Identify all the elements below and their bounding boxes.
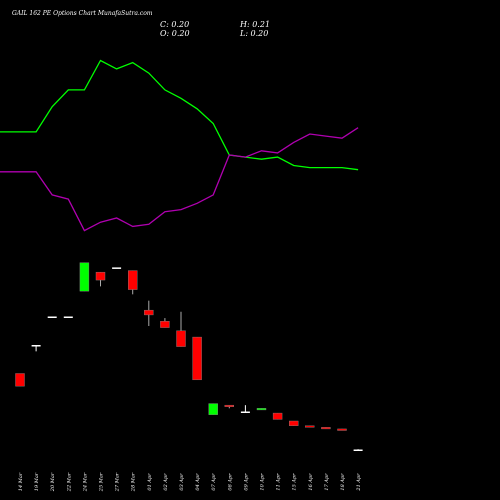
overlay-line-1: [0, 59, 359, 171]
low-readout: L: 0.20: [240, 29, 269, 38]
close-readout: C: 0.20: [160, 20, 190, 29]
candle-body: [15, 373, 25, 387]
overlay-line-2: [0, 127, 359, 232]
candle-body: [176, 330, 186, 347]
candle: [256, 408, 267, 411]
x-tick-label: 02 Apr: [163, 473, 169, 491]
candle: [31, 345, 41, 352]
x-tick-label: 20 Mar: [50, 472, 56, 492]
x-tick-label: 18 Apr: [340, 473, 346, 491]
candle-body: [353, 449, 363, 451]
candle: [321, 427, 331, 430]
candle: [47, 316, 57, 318]
x-tick-label: 17 Apr: [324, 473, 330, 491]
candle: [305, 425, 315, 428]
x-tick-label: 15 Apr: [292, 473, 298, 491]
candle: [224, 404, 235, 409]
x-tick-label: 22 Mar: [66, 472, 72, 492]
candle: [192, 336, 202, 381]
x-tick-label: 14 Mar: [18, 472, 24, 491]
x-tick-label: 03 Apr: [179, 473, 185, 491]
x-tick-label: 19 Mar: [34, 472, 40, 491]
candle: [95, 271, 106, 287]
x-tick-label: 01 Apr: [147, 473, 153, 491]
candle-body: [160, 321, 170, 328]
candle: [15, 373, 25, 387]
candle-body: [144, 309, 154, 316]
candle-body: [192, 336, 202, 381]
candle-body: [240, 411, 250, 413]
candle-body: [95, 271, 106, 281]
x-tick-label: 21 Apr: [356, 473, 362, 492]
x-tick-label: 16 Apr: [308, 473, 314, 491]
candle: [112, 267, 122, 269]
x-tick-label: 25 Mar: [99, 472, 105, 492]
candle: [353, 449, 363, 451]
candle: [127, 270, 138, 295]
chart-title: GAIL 162 PE Options Chart MunafaSutra.co…: [12, 10, 153, 17]
x-tick-label: 27 Mar: [115, 472, 121, 492]
candle-body: [79, 262, 90, 292]
candle: [272, 412, 283, 420]
candle-body: [208, 403, 218, 415]
x-tick-label: 10 Apr: [260, 473, 266, 491]
candle: [79, 262, 90, 292]
candle-body: [337, 428, 347, 431]
candle-body: [256, 408, 267, 411]
candle-body: [224, 404, 235, 407]
candle-body: [127, 270, 138, 290]
candle-body: [289, 420, 299, 426]
x-tick-label: 08 Apr: [227, 473, 233, 491]
candle-body: [47, 316, 57, 318]
candle-body: [63, 316, 73, 318]
candle: [144, 300, 154, 326]
open-readout: O: 0.20: [160, 29, 190, 38]
high-readout: H: 0.21: [240, 20, 271, 29]
candle: [176, 311, 186, 347]
x-tick-label: 28 Mar: [131, 472, 137, 492]
x-tick-label: 07 Apr: [211, 473, 217, 491]
candle: [337, 428, 347, 431]
candle: [208, 403, 218, 415]
x-tick-label: 04 Apr: [195, 473, 201, 491]
candle: [289, 420, 299, 426]
candle-body: [321, 427, 331, 430]
candle: [240, 405, 250, 413]
x-tick-label: 09 Apr: [243, 473, 249, 491]
candle-body: [272, 412, 283, 420]
candle: [160, 318, 170, 328]
x-tick-label: 11 Apr: [276, 473, 282, 491]
x-tick-label: 24 Mar: [82, 472, 88, 492]
candle-body: [305, 425, 315, 428]
candle: [63, 316, 73, 318]
candle-body: [112, 267, 122, 269]
candle-body: [31, 345, 41, 347]
